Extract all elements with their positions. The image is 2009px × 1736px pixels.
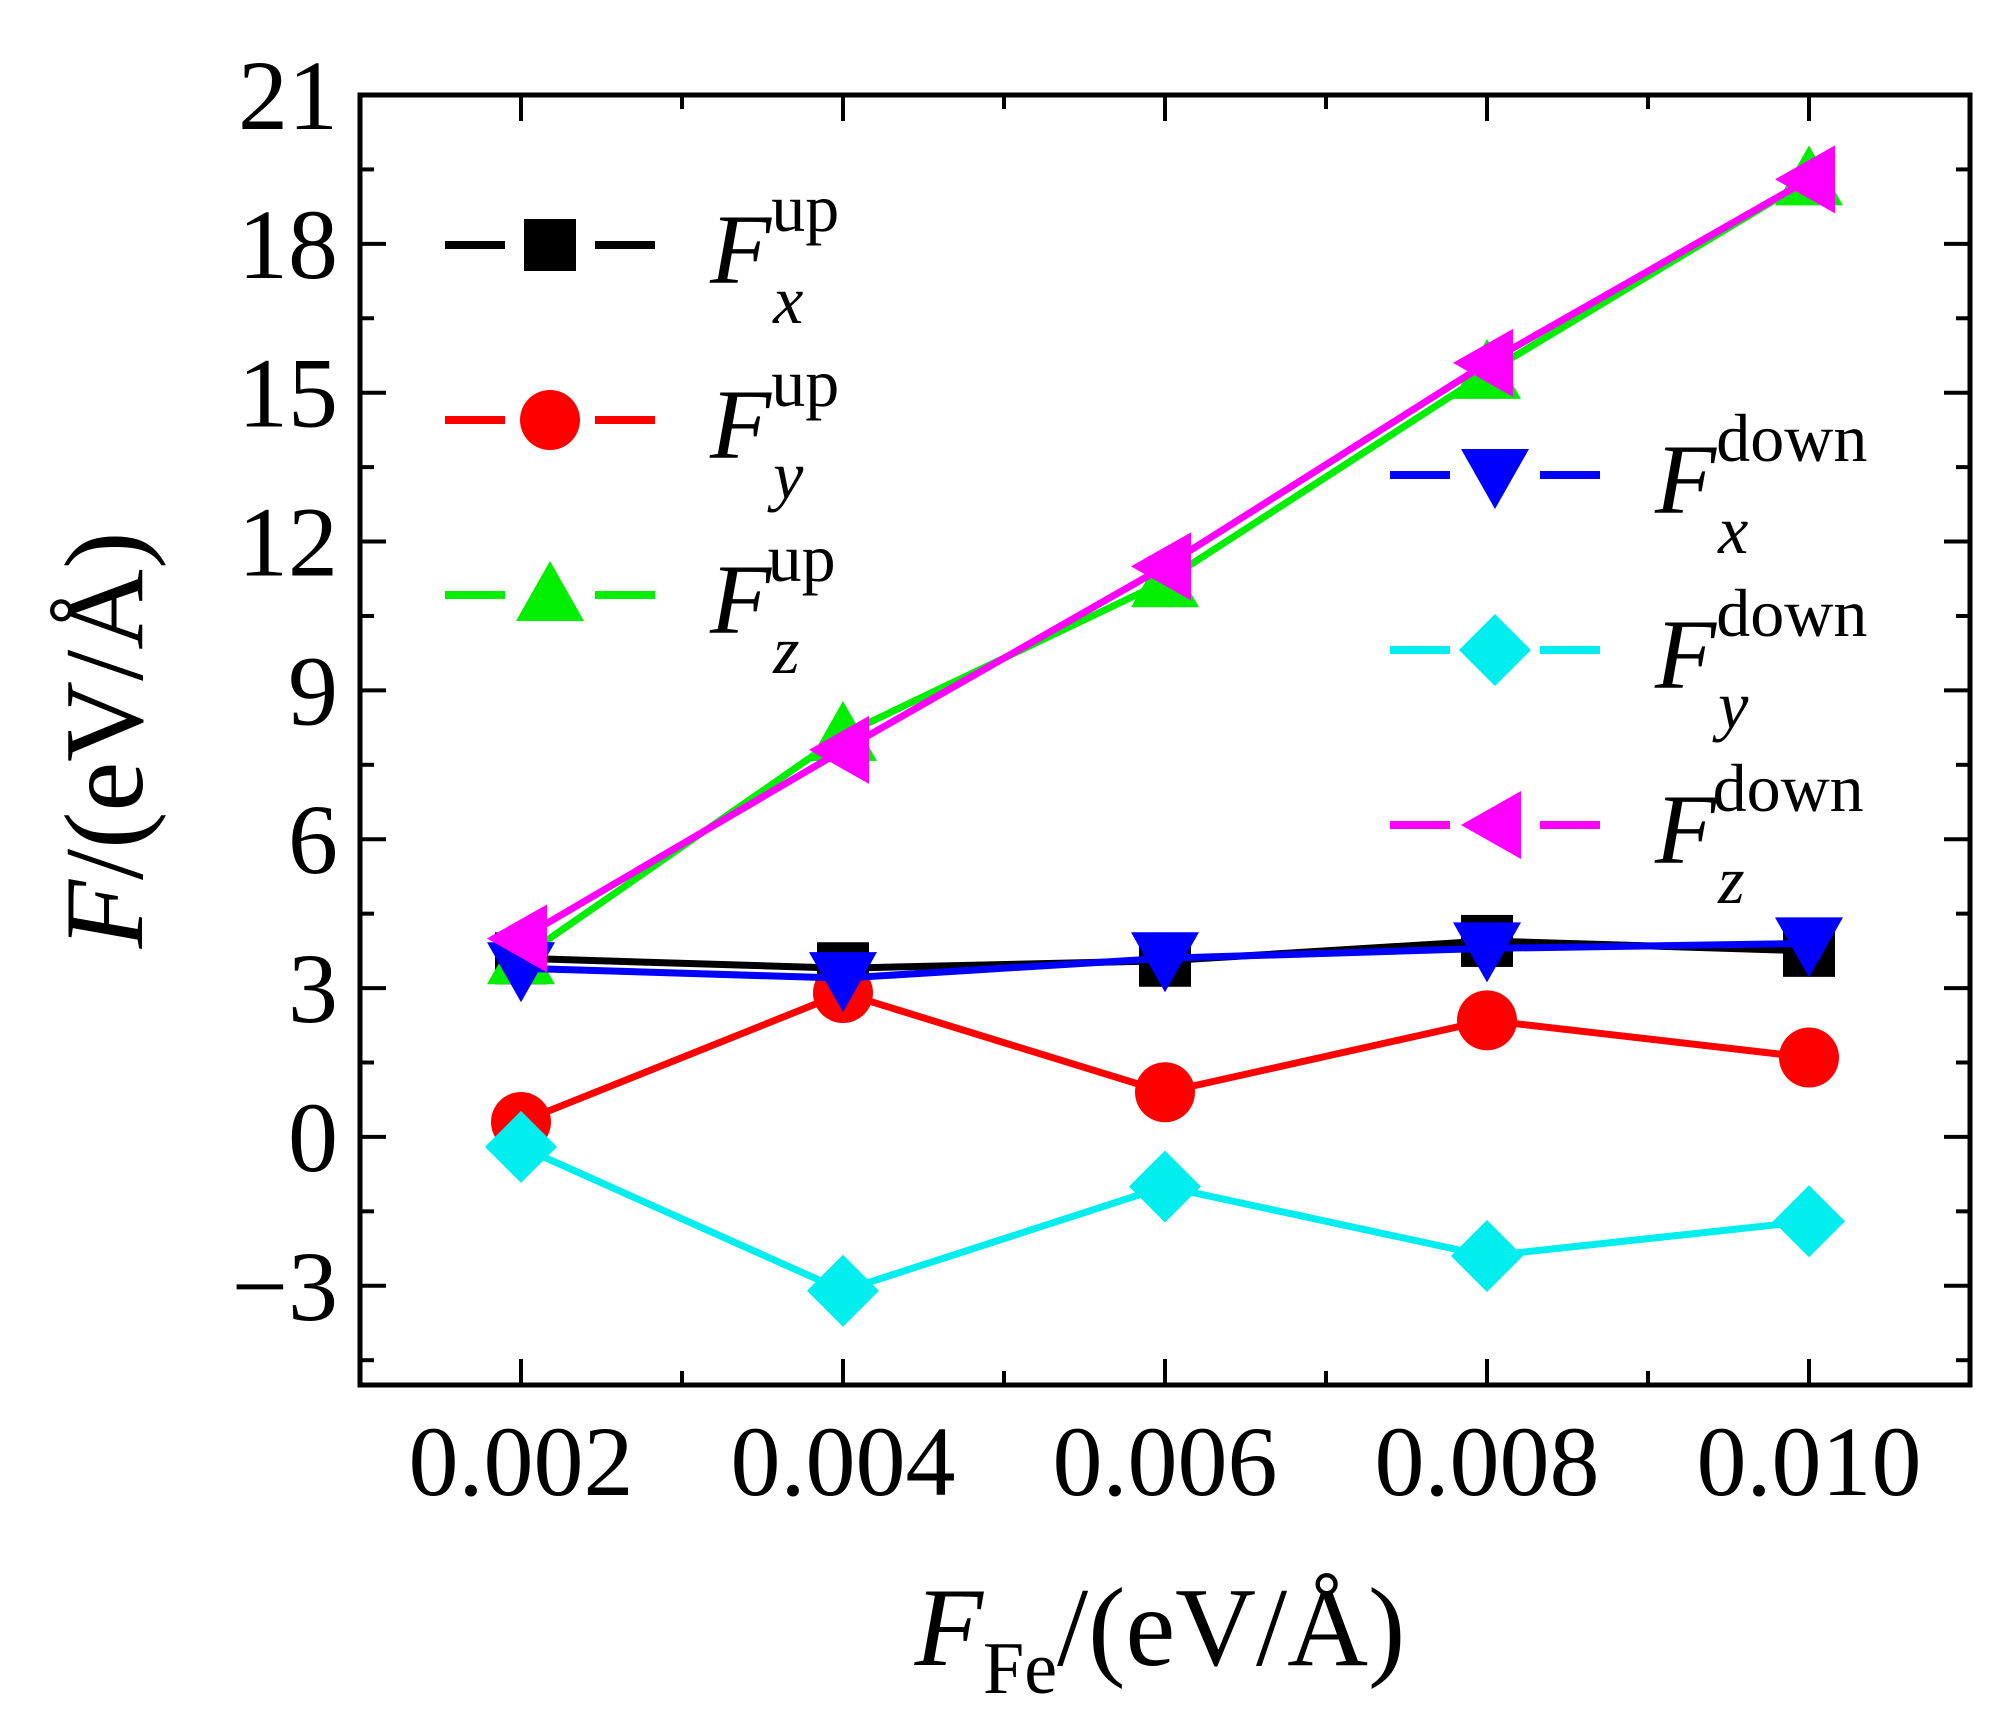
fz-down-point — [1131, 532, 1191, 601]
legend-marker — [1461, 449, 1529, 509]
legend-marker — [516, 561, 584, 621]
fy-down-point — [485, 1110, 557, 1183]
axis-labels: 0.002 0.004 0.006 0.008 0.010 −3 0 3 6 9 12 15 18 21 F… — [43, 40, 1922, 1710]
legend-marker — [520, 390, 580, 450]
legend-fx-down: Fxdown — [1390, 400, 1867, 568]
legend-marker — [1461, 791, 1521, 859]
fy-down-point — [1129, 1150, 1201, 1223]
x-axis-title: FFe/(eV/Å) — [914, 1566, 1406, 1710]
plot-frame — [357, 92, 1973, 1388]
fy-up-point — [1135, 1062, 1195, 1123]
fx-down-point — [1775, 917, 1843, 978]
fx-down-point — [1453, 922, 1521, 983]
y-tick-label: 9 — [288, 635, 338, 746]
fx-down-point — [809, 952, 877, 1013]
y-tick-label: 18 — [238, 189, 338, 300]
fy-up-point — [1457, 990, 1517, 1051]
x-tick-label: 0.004 — [731, 1406, 956, 1517]
x-tick-label: 0.002 — [409, 1406, 634, 1517]
y-tick-label: 15 — [238, 338, 338, 449]
legend-fz-up: Fzup — [445, 520, 836, 688]
legend-label: Fzup — [709, 520, 836, 688]
plot-series — [485, 145, 1845, 1327]
fy-down-point — [1773, 1185, 1845, 1258]
fz-down-point — [1453, 328, 1513, 397]
legend-label: Fxdown — [1654, 400, 1867, 568]
y-axis-title: F/(eV/Å) — [43, 532, 167, 950]
legend-marker — [1459, 614, 1531, 686]
y-tick-label: 3 — [288, 933, 338, 1044]
x-tick-label: 0.008 — [1375, 1406, 1600, 1517]
fy-down-point — [807, 1254, 879, 1327]
legend-fy-down: Fydown — [1390, 575, 1867, 743]
y-tick-label: 21 — [238, 40, 338, 151]
legend-marker — [524, 219, 576, 271]
legend-label: Fxup — [709, 170, 839, 338]
x-tick-label: 0.006 — [1053, 1406, 1278, 1517]
legend-fz-down: Fzdown — [1390, 750, 1864, 918]
fz-down-point — [487, 904, 547, 973]
legend-label: Fzdown — [1654, 750, 1864, 918]
fz-down-point — [809, 715, 869, 784]
series-fz-down — [487, 145, 1835, 973]
series-fx-down — [487, 917, 1843, 1013]
fy-up-point — [1779, 1027, 1839, 1088]
series-fy-down — [485, 1110, 1845, 1327]
y-tick-label: 0 — [288, 1082, 338, 1193]
legend-label: Fydown — [1654, 575, 1867, 743]
legend-label: Fyup — [709, 345, 839, 513]
y-tick-label: 6 — [288, 784, 338, 895]
fy-down-point — [1451, 1220, 1523, 1292]
y-tick-label: −3 — [232, 1231, 338, 1342]
y-tick-label: 12 — [238, 487, 338, 598]
legend-fy-up: Fyup — [445, 345, 839, 513]
fx-down-point — [1131, 932, 1199, 993]
legend-fx-up: Fxup — [445, 170, 839, 338]
fz-down-point — [1775, 145, 1835, 214]
x-tick-label: 0.010 — [1697, 1406, 1922, 1517]
